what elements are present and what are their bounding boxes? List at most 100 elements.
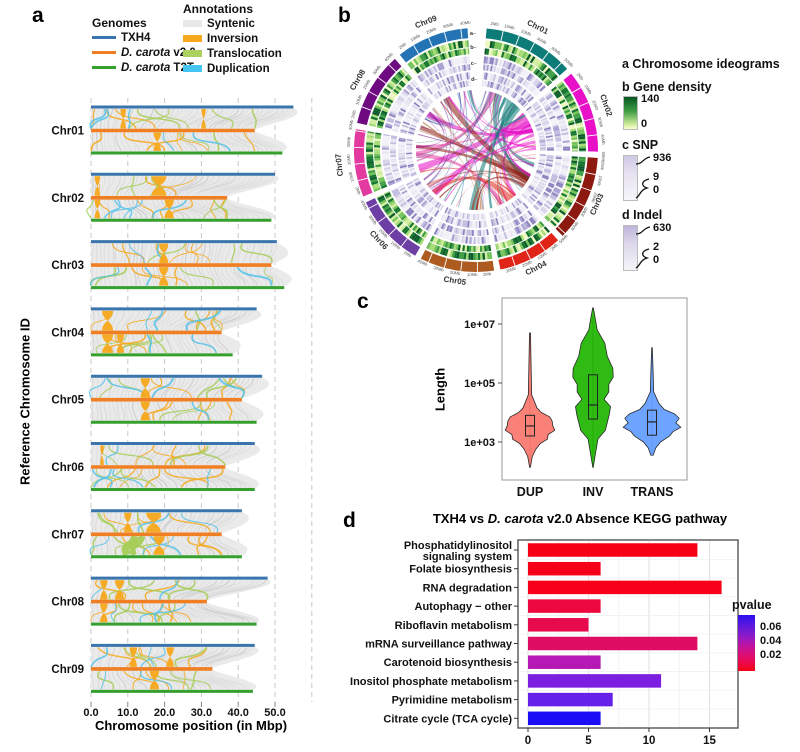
svg-text:Chr09: Chr09: [51, 664, 84, 676]
panel-c-letter: c: [357, 290, 369, 313]
svg-text:Chr01: Chr01: [51, 126, 84, 138]
annotation-label: Translocation: [207, 47, 282, 60]
svg-text:Chr06: Chr06: [51, 462, 84, 474]
panel-a-letter: a: [32, 4, 44, 27]
svg-text:10Mb: 10Mb: [467, 272, 478, 277]
svg-text:10Mb: 10Mb: [409, 33, 421, 43]
genome-label: TXH4: [121, 31, 151, 44]
svg-text:30Mb: 30Mb: [372, 64, 383, 76]
pvalue-colorbar: [738, 615, 755, 671]
svg-text:10Mb: 10Mb: [390, 240, 402, 251]
svg-text:2Mb: 2Mb: [576, 72, 585, 82]
circos-legend-gene-density: b Gene density: [622, 80, 712, 94]
annotation-label: Syntenic: [207, 17, 255, 30]
annotation-label: Duplication: [207, 62, 270, 75]
svg-text:30Mb: 30Mb: [536, 36, 548, 46]
pvalue-tick-004: 0.04: [760, 635, 782, 647]
svg-text:c: c: [471, 61, 474, 67]
svg-text:1e+05: 1e+05: [464, 378, 495, 390]
svg-text:TRANS: TRANS: [630, 485, 673, 499]
svg-text:10: 10: [643, 735, 656, 747]
svg-text:40Mb: 40Mb: [460, 20, 472, 26]
svg-text:50Mb: 50Mb: [563, 57, 574, 68]
svg-text:Chr07: Chr07: [51, 529, 84, 541]
svg-text:Autophagy − other: Autophagy − other: [415, 601, 513, 613]
svg-text:10Mb: 10Mb: [504, 23, 516, 30]
svg-text:20Mb: 20Mb: [378, 228, 389, 239]
annotations-legend-items: Syntenic Inversion Translocation Duplicatio…: [183, 16, 313, 76]
svg-text:30Mb: 30Mb: [442, 22, 454, 30]
svg-text:INV: INV: [583, 485, 605, 499]
kegg-title: TXH4 vs D. carota v2.0 Absence KEGG path…: [432, 511, 728, 526]
gene-density-colorbar: [623, 96, 638, 130]
pvalue-tick-006: 0.06: [760, 621, 782, 633]
svg-text:signaling system: signaling system: [423, 551, 512, 563]
svg-text:50Mb: 50Mb: [601, 152, 606, 163]
snp-mid: 9: [653, 171, 660, 183]
svg-text:Chr04: Chr04: [51, 327, 84, 339]
svg-text:Folate biosynthesis: Folate biosynthesis: [409, 564, 512, 576]
svg-text:Pyrimidine metabolism: Pyrimidine metabolism: [392, 695, 513, 707]
svg-text:20Mb: 20Mb: [346, 153, 352, 165]
indel-mid: 2: [653, 241, 660, 253]
genome-color-line: [92, 36, 116, 39]
svg-text:20Mb: 20Mb: [590, 192, 598, 204]
svg-text:50Mb: 50Mb: [558, 233, 569, 245]
indel-connector-curves: [635, 226, 651, 269]
svg-text:0: 0: [525, 735, 531, 747]
indel-min: 0: [653, 254, 660, 266]
panel-b-letter: b: [338, 4, 351, 27]
svg-text:30Mb: 30Mb: [346, 136, 351, 147]
svg-text:Chr03: Chr03: [588, 192, 606, 217]
svg-text:40Mb: 40Mb: [600, 134, 606, 146]
svg-text:Chr02: Chr02: [51, 193, 84, 205]
pvalue-legend: pvalue 0.06 0.04 0.02: [732, 598, 781, 677]
annotation-color-swatch: [183, 50, 202, 57]
circos-plot: 2Mb 10Mb20Mb30Mb40Mb50MbChr012Mb10Mb20Mb3…: [334, 13, 615, 287]
svg-text:2Mb: 2Mb: [600, 162, 606, 171]
svg-text:2Mb: 2Mb: [403, 250, 413, 259]
svg-text:Carotenoid biosynthesis: Carotenoid biosynthesis: [384, 657, 512, 669]
svg-text:Inositol phosphate metabolism: Inositol phosphate metabolism: [350, 676, 512, 688]
svg-text:30.0: 30.0: [191, 707, 212, 719]
x-axis-label: Chromosome position (in Mbp): [94, 718, 288, 733]
svg-text:40Mb: 40Mb: [383, 51, 394, 62]
snp-colorbar: [623, 155, 638, 201]
svg-text:30Mb: 30Mb: [580, 206, 590, 218]
svg-text:1e+07: 1e+07: [464, 319, 495, 331]
svg-text:0.0: 0.0: [83, 707, 98, 719]
annotation-legend-item: Translocation: [183, 46, 313, 61]
svg-text:10Mb: 10Mb: [347, 171, 355, 183]
violin-plot: 1e+03 1e+05 1e+07 DUP INV TRANS: [464, 297, 688, 499]
svg-text:40.0: 40.0: [227, 707, 248, 719]
svg-text:40Mb: 40Mb: [550, 46, 562, 57]
pvalue-tick-002: 0.02: [760, 649, 782, 661]
svg-text:30Mb: 30Mb: [368, 214, 379, 226]
pvalue-legend-title: pvalue: [732, 598, 772, 612]
genome-legend-item: TXH4: [92, 30, 202, 45]
circos-legend-ideograms: a Chromosome ideograms: [622, 57, 780, 71]
svg-text:mRNA surveillance pathway: mRNA surveillance pathway: [365, 639, 513, 651]
svg-text:2Mb: 2Mb: [350, 109, 357, 119]
annotation-color-swatch: [183, 35, 202, 42]
svg-text:20Mb: 20Mb: [425, 26, 437, 35]
svg-text:2Mb: 2Mb: [354, 186, 362, 196]
svg-text:Phosphatidylinositol: Phosphatidylinositol: [404, 540, 512, 552]
svg-text:20Mb: 20Mb: [591, 99, 600, 111]
genome-color-line: [92, 51, 116, 54]
circos-legend: a Chromosome ideograms b Gene density 14…: [622, 57, 780, 273]
svg-text:2Mb: 2Mb: [483, 271, 492, 277]
svg-text:RNA degradation: RNA degradation: [423, 582, 513, 594]
svg-text:1e+03: 1e+03: [464, 437, 495, 449]
svg-text:20Mb: 20Mb: [521, 259, 533, 268]
annotation-legend-item: Syntenic: [183, 16, 313, 31]
svg-text:10Mb: 10Mb: [354, 94, 363, 106]
svg-text:2Mb: 2Mb: [398, 41, 408, 50]
svg-text:d: d: [471, 77, 474, 83]
svg-text:Chr03: Chr03: [51, 260, 84, 272]
circos-legend-snp: c SNP: [622, 138, 659, 152]
panel-d-letter: d: [343, 509, 356, 532]
